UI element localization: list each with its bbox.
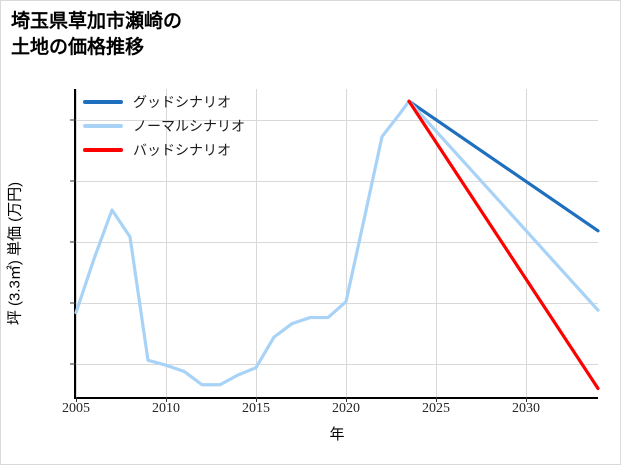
gridline-vertical <box>256 89 257 397</box>
legend-swatch-icon <box>83 100 123 104</box>
y-tick-mark <box>70 119 76 121</box>
legend-swatch-icon <box>83 124 123 128</box>
x-tick-label: 2010 <box>152 401 180 416</box>
legend-item[interactable]: グッドシナリオ <box>83 93 245 111</box>
gridline-vertical <box>436 89 437 397</box>
gridline-horizontal <box>76 302 598 304</box>
x-tick-label: 2025 <box>422 401 450 416</box>
series-line <box>407 99 600 391</box>
gridline-horizontal <box>76 119 598 121</box>
legend-label: ノーマルシナリオ <box>133 118 245 134</box>
gridline-horizontal <box>76 241 598 243</box>
gridline-vertical <box>166 89 167 397</box>
x-tick-label: 2020 <box>332 401 360 416</box>
x-tick-mark <box>76 397 77 402</box>
y-tick-mark <box>70 180 76 182</box>
x-tick-mark <box>166 397 167 402</box>
x-axis-label: 年 <box>329 426 345 443</box>
x-tick-mark <box>346 397 347 402</box>
y-axis-label: 坪 (3.3㎡) 単価 (万円) <box>6 181 24 326</box>
chart-title: 埼玉県草加市瀬崎の 土地の価格推移 <box>11 11 183 58</box>
legend-item[interactable]: ノーマルシナリオ <box>83 117 245 135</box>
gridline-vertical <box>526 89 527 397</box>
x-tick-label: 2030 <box>512 401 540 416</box>
legend-label: グッドシナリオ <box>133 94 231 110</box>
y-tick-mark <box>70 363 76 365</box>
legend-swatch-icon <box>83 148 123 152</box>
gridline-vertical <box>76 89 77 397</box>
x-tick-mark <box>526 397 527 402</box>
y-tick-mark <box>70 302 76 304</box>
x-tick-mark <box>436 397 437 402</box>
series-line <box>407 99 600 233</box>
legend-item[interactable]: バッドシナリオ <box>83 141 245 159</box>
legend-label: バッドシナリオ <box>133 142 231 158</box>
x-tick-label: 2015 <box>242 401 270 416</box>
plot-area: 6065707580200520102015202020252030 年 坪 (… <box>7 89 600 443</box>
gridline-horizontal <box>76 180 598 182</box>
gridline-vertical <box>346 89 347 397</box>
series-line <box>407 99 600 312</box>
series-canvas <box>74 99 600 391</box>
y-tick-mark <box>70 241 76 243</box>
x-tick-mark <box>256 397 257 402</box>
y-axis-spine <box>74 89 76 397</box>
gridline-horizontal <box>76 364 598 365</box>
x-tick-label: 2005 <box>62 401 90 416</box>
x-axis-spine <box>74 397 598 399</box>
chart-legend: グッドシナリオ ノーマルシナリオ バッドシナリオ <box>83 93 245 159</box>
series-line <box>74 99 411 387</box>
